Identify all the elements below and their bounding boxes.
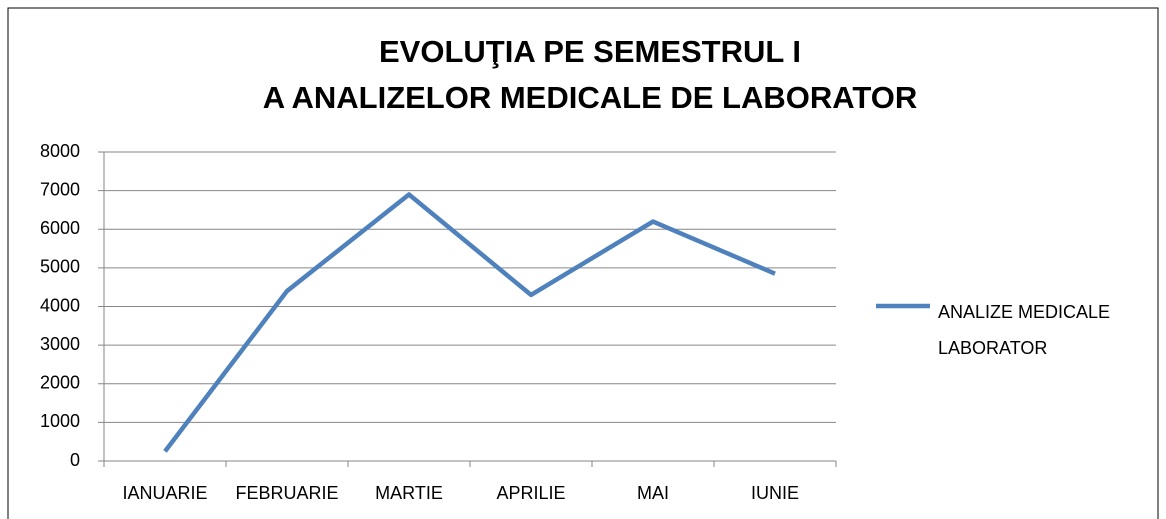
chart-title: A ANALIZELOR MEDICALE DE LABORATOR — [263, 80, 917, 115]
y-tick-label: 6000 — [40, 218, 80, 238]
y-tick-label: 1000 — [40, 411, 80, 431]
y-tick-label: 8000 — [40, 141, 80, 161]
y-tick-label: 7000 — [40, 179, 80, 199]
y-tick-label: 3000 — [40, 334, 80, 354]
y-tick-label: 5000 — [40, 257, 80, 277]
chart-border — [7, 7, 1159, 519]
x-tick-label: FEBRUARIE — [235, 483, 338, 503]
x-tick-label: APRILIE — [496, 483, 565, 503]
x-tick-label: MAI — [637, 483, 669, 503]
x-tick-label: IUNIE — [751, 483, 799, 503]
x-tick-label: IANUARIE — [122, 483, 207, 503]
y-tick-label: 0 — [70, 450, 80, 470]
y-tick-label: 4000 — [40, 295, 80, 315]
data-line — [163, 192, 776, 453]
y-tick-label: 2000 — [40, 373, 80, 393]
chart-title: EVOLUŢIA PE SEMESTRUL I — [379, 34, 801, 69]
x-tick-label: MARTIE — [375, 483, 443, 503]
legend-label: ANALIZE MEDICALE LABORATOR — [938, 302, 1111, 358]
